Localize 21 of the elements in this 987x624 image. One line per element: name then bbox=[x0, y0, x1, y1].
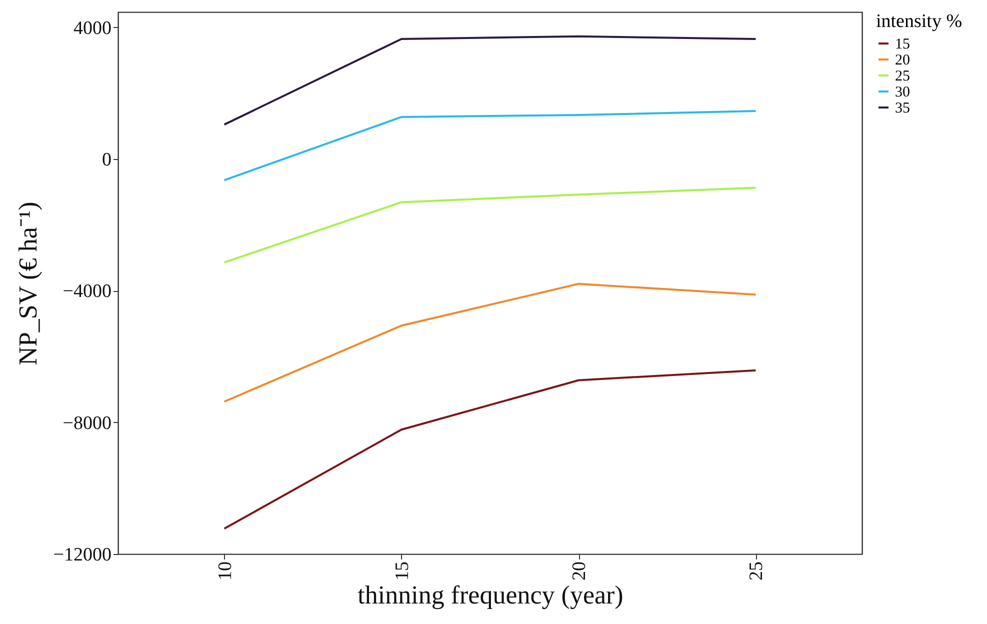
x-tick-label: 15 bbox=[392, 562, 413, 580]
legend-label: 25 bbox=[895, 68, 910, 84]
legend-label: 15 bbox=[895, 36, 910, 52]
y-axis-title: NP_SV (€ ha⁻¹) bbox=[13, 202, 42, 366]
x-tick-label: 25 bbox=[746, 562, 768, 580]
line-series bbox=[223, 369, 757, 530]
line-series bbox=[223, 110, 757, 182]
line-series bbox=[223, 282, 757, 403]
legend-label: 20 bbox=[895, 52, 910, 68]
legend-label: 30 bbox=[895, 84, 910, 100]
legend-label: 35 bbox=[895, 100, 910, 116]
x-tick-label: 20 bbox=[569, 562, 590, 580]
x-axis-title: thinning frequency (year) bbox=[358, 580, 624, 610]
y-tick-label: 4000 bbox=[74, 18, 112, 39]
legend-title: intensity % bbox=[876, 11, 962, 32]
y-tick-label: −12000 bbox=[53, 544, 112, 566]
line-series bbox=[223, 186, 757, 264]
y-tick-label: −8000 bbox=[62, 412, 112, 434]
y-tick-label: 0 bbox=[102, 150, 112, 171]
x-tick-label: 10 bbox=[214, 562, 236, 580]
y-tick-label: −4000 bbox=[62, 281, 112, 302]
